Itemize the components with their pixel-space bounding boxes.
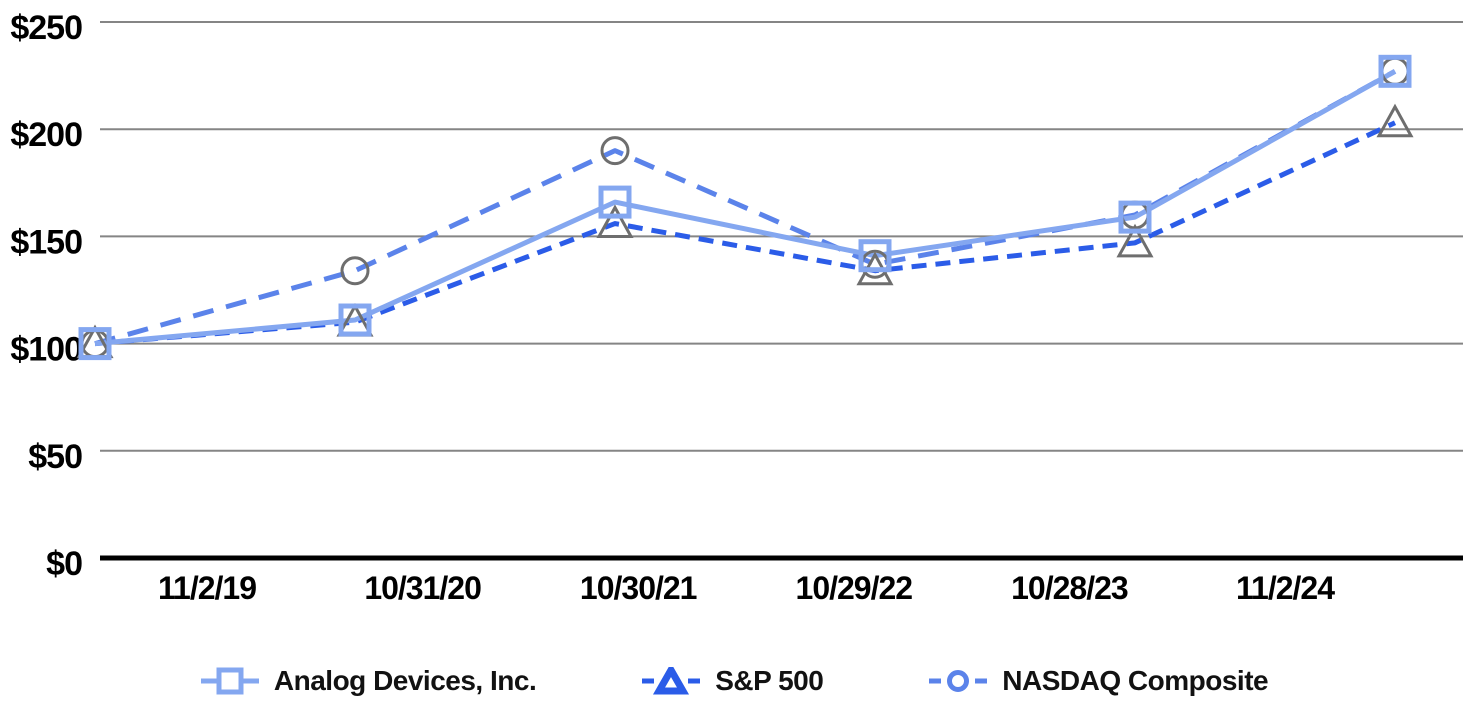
marker-square-analog-devices-inc: [858, 239, 892, 273]
marker-square-analog-devices-inc: [1378, 54, 1412, 88]
legend-item-analog-devices: Analog Devices, Inc.: [199, 665, 537, 697]
y-axis-label: $100: [10, 331, 82, 369]
legend-label-nasdaq: NASDAQ Composite: [1002, 665, 1269, 696]
marker-circle-nasdaq-composite: [600, 136, 630, 166]
marker-triangle-s-p-500: [1116, 223, 1154, 258]
series-line-s-p-500: [94, 120, 1397, 347]
y-axis-label: $50: [28, 438, 82, 476]
chart-plot-area: $0 $50 $100 $150 $200 $250 11/2/19 10/31/20 10/3…: [10, 9, 1463, 606]
series-line-analog-devices-inc: [94, 69, 1397, 347]
legend-square-marker-icon: [200, 667, 259, 695]
x-axis-label: 10/29/22: [796, 570, 913, 606]
marker-square-analog-devices-inc: [338, 303, 372, 337]
y-axis-label: $150: [10, 223, 82, 261]
x-axis-label: 11/2/19: [158, 570, 256, 606]
series-line-nasdaq-composite: [94, 69, 1397, 347]
x-axis-label: 10/30/21: [580, 570, 697, 606]
marker-square-analog-devices-inc: [1118, 200, 1152, 234]
y-axis-label: $250: [10, 9, 82, 47]
marker-circle-nasdaq-composite: [340, 256, 370, 286]
x-axis-label: 10/28/23: [1011, 570, 1128, 606]
legend-item-sp500: S&P 500: [640, 665, 824, 697]
legend-label-sp500: S&P 500: [715, 665, 824, 696]
legend-circle-marker-icon: [929, 670, 988, 692]
legend-triangle-marker-icon: [642, 667, 701, 695]
x-axis-label: 10/31/20: [364, 570, 481, 606]
x-axis-label: 11/2/24: [1236, 570, 1335, 606]
legend-item-nasdaq: NASDAQ Composite: [927, 665, 1269, 697]
legend-label-analog-devices: Analog Devices, Inc.: [273, 665, 537, 696]
y-axis-label: $0: [46, 545, 82, 583]
marker-square-analog-devices-inc: [78, 327, 112, 361]
chart-legend: Analog Devices, Inc. S&P 500 NASDAQ Comp…: [0, 650, 1467, 712]
marker-square-analog-devices-inc: [598, 185, 632, 219]
marker-triangle-s-p-500: [596, 204, 634, 239]
y-axis-label: $200: [10, 116, 82, 154]
marker-triangle-s-p-500: [1376, 103, 1414, 138]
